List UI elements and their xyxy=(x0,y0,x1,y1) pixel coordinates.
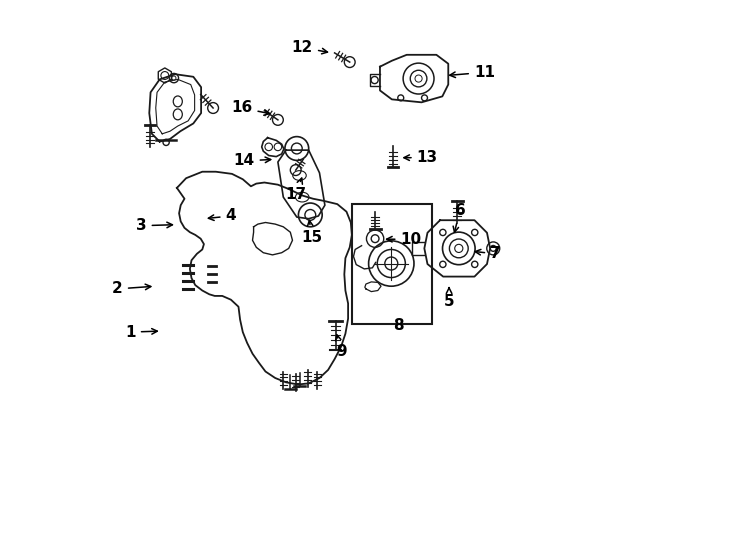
Text: 17: 17 xyxy=(285,178,306,202)
Text: 2: 2 xyxy=(112,281,151,296)
Text: 5: 5 xyxy=(444,288,454,309)
Bar xyxy=(352,204,432,324)
Text: 9: 9 xyxy=(335,335,346,359)
Text: 11: 11 xyxy=(450,65,495,80)
Text: 7: 7 xyxy=(475,246,501,261)
Text: 1: 1 xyxy=(126,325,157,340)
Text: 8: 8 xyxy=(393,318,404,333)
Text: 10: 10 xyxy=(387,232,421,247)
Text: 4: 4 xyxy=(208,208,236,224)
Text: 15: 15 xyxy=(302,220,322,245)
Text: 13: 13 xyxy=(404,150,437,165)
Text: 6: 6 xyxy=(453,203,465,232)
Text: 12: 12 xyxy=(291,40,327,55)
Text: 3: 3 xyxy=(136,218,172,233)
Text: 16: 16 xyxy=(231,100,269,116)
Text: 14: 14 xyxy=(233,153,271,168)
